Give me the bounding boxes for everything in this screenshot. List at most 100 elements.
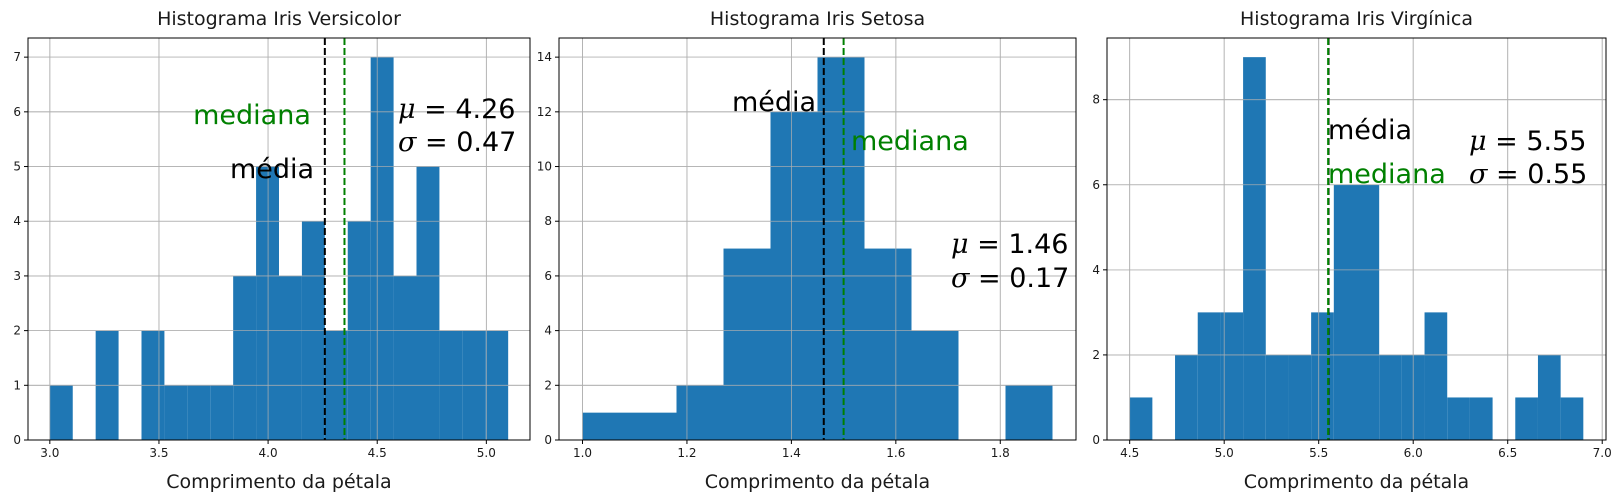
y-tick-label: 8: [1092, 93, 1100, 107]
x-tick-label: 1.2: [677, 446, 696, 460]
chart-title: Histograma Iris Virgínica: [1240, 8, 1473, 30]
sigma-symbol: σ: [398, 127, 418, 158]
histogram-bar: [279, 275, 302, 440]
sigma-annotation: σ = 0.55: [1469, 159, 1587, 190]
x-tick-label: 7.0: [1593, 446, 1612, 460]
y-tick-label: 3: [13, 269, 21, 283]
mu-value: 4.26: [455, 94, 515, 125]
y-tick-label: 6: [13, 105, 21, 119]
x-tick-label: 6.5: [1498, 446, 1517, 460]
histogram-bar: [1175, 354, 1198, 440]
histogram-bar: [864, 248, 912, 440]
sigma-value: 0.17: [1009, 263, 1069, 294]
histogram-bar: [256, 166, 279, 440]
histogram-bar: [370, 57, 394, 441]
y-tick-label: 7: [13, 50, 21, 64]
sigma-value: 0.55: [1527, 159, 1587, 190]
x-tick-label: 1.6: [886, 446, 905, 460]
histogram-bar: [210, 385, 234, 440]
chart-panel-3: Histograma Iris Virgínica 4.5 5.0 5.5 6.0 6.5…: [1092, 8, 1611, 493]
sigma-value: 0.47: [456, 127, 516, 158]
histogram-bar: [1447, 397, 1470, 440]
histogram-bar: [676, 385, 724, 440]
histogram-bar: [1333, 184, 1357, 440]
x-tick-label: 4.0: [259, 446, 278, 460]
mu-symbol: μ: [1469, 126, 1487, 157]
y-tick-label: 8: [544, 214, 552, 228]
histogram-bar: [393, 275, 417, 440]
histogram-bar: [629, 412, 677, 440]
y-tick-label: 14: [537, 50, 552, 64]
y-tick-label: 2: [544, 378, 552, 392]
mu-symbol: μ: [951, 229, 969, 260]
mu-value: 1.46: [1008, 229, 1068, 260]
histogram-bar: [1243, 57, 1266, 441]
histogram-bar: [817, 57, 865, 441]
sigma-equals: =: [416, 127, 456, 158]
median-annotation: mediana: [1328, 159, 1446, 190]
histogram-bar: [233, 275, 257, 440]
y-tick-label: 4: [13, 214, 21, 228]
y-tick-label: 6: [544, 269, 552, 283]
histogram-bar: [1288, 354, 1312, 440]
x-axis-label: Comprimento da pétala: [1244, 471, 1469, 493]
histogram-bar: [187, 385, 211, 440]
histogram-bar: [1515, 397, 1538, 440]
y-tick-label: 0: [13, 433, 21, 447]
x-tick-label: 4.5: [1120, 446, 1139, 460]
y-tick-label: 0: [544, 433, 552, 447]
y-tick-label: 4: [1092, 263, 1100, 277]
mu-equals: =: [416, 94, 456, 125]
axes-frame: [558, 37, 1077, 441]
histogram-bar: [416, 166, 440, 440]
x-tick-label: 5.5: [1309, 446, 1328, 460]
x-axis-label: Comprimento da pétala: [705, 471, 930, 493]
chart-panel-2: Histograma Iris Setosa 1.0 1.2 1.4 1.6 1.8 0 2 4…: [537, 8, 1077, 493]
y-tick-label: 12: [537, 105, 552, 119]
y-tick-label: 10: [537, 160, 552, 174]
median-annotation: mediana: [193, 100, 311, 131]
sigma-symbol: σ: [1469, 159, 1489, 190]
sigma-annotation: σ = 0.17: [951, 263, 1069, 294]
x-axis-label: Comprimento da pétala: [166, 471, 391, 493]
chart-title: Histograma Iris Versicolor: [157, 8, 401, 30]
histogram-bar: [49, 385, 73, 440]
y-tick-label: 6: [1092, 178, 1100, 192]
axes-frame: [1106, 37, 1607, 441]
median-annotation: mediana: [851, 126, 969, 157]
mu-equals: =: [1487, 126, 1527, 157]
histogram-bar: [1424, 312, 1448, 440]
histogram-bar: [1537, 354, 1561, 440]
x-tick-label: 1.4: [782, 446, 801, 460]
mu-value: 5.55: [1526, 126, 1586, 157]
y-tick-label: 2: [1092, 348, 1100, 362]
histogram-bar: [1265, 354, 1289, 440]
histogram-bar: [723, 248, 771, 440]
axes-frame: [27, 37, 531, 441]
y-tick-label: 5: [13, 160, 21, 174]
y-tick-label: 4: [544, 324, 552, 338]
mu-symbol: μ: [398, 94, 416, 125]
mean-annotation: média: [230, 154, 314, 185]
mu-annotation: μ = 1.46: [951, 229, 1068, 260]
x-tick-label: 6.0: [1404, 446, 1423, 460]
sigma-equals: =: [1487, 159, 1527, 190]
histogram-bar: [1469, 397, 1493, 440]
x-tick-label: 1.8: [991, 446, 1010, 460]
histogram-bar: [1220, 312, 1244, 440]
y-tick-label: 2: [13, 324, 21, 338]
sigma-symbol: σ: [951, 263, 971, 294]
chart-title: Histograma Iris Setosa: [710, 8, 925, 30]
mu-annotation: μ = 5.55: [1469, 126, 1586, 157]
histogram-bar: [1129, 397, 1153, 440]
y-tick-label: 1: [13, 378, 21, 392]
x-tick-label: 5.0: [477, 446, 496, 460]
x-tick-label: 1.0: [573, 446, 592, 460]
histogram-bar: [1379, 354, 1402, 440]
histogram-bar: [1560, 397, 1584, 440]
sigma-annotation: σ = 0.47: [398, 127, 516, 158]
histogram-bar: [164, 385, 188, 440]
histogram-bar: [1005, 385, 1053, 440]
mean-annotation: média: [732, 87, 816, 118]
y-tick-label: 0: [1092, 433, 1100, 447]
